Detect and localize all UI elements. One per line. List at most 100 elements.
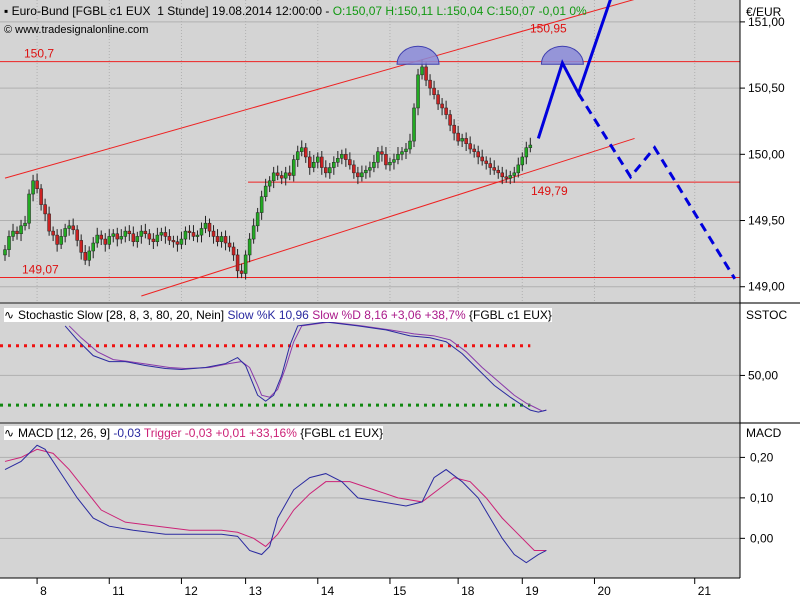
candle-body [279,175,284,179]
candle-body [171,240,176,243]
projection-solid [536,0,612,139]
candle-body [448,114,452,126]
level-label: 150,7 [24,47,54,61]
candle-body [67,225,71,229]
macd-panel: 0,20 0,10 0,00 MACD [0,424,800,578]
macd-label: MACD [12, 26, 9] [18,426,111,440]
candle-body [356,172,360,178]
candle-body [147,233,152,240]
price-projection [396,0,737,280]
macd-axis-ticks: 0,20 0,10 0,00 [740,450,774,545]
candle-body [400,151,404,155]
candle-body [3,249,7,256]
candle-body [235,254,240,272]
candle-body [392,159,396,163]
candle-body [223,236,228,244]
candle-body [135,236,140,242]
price-tick-label: 150,00 [748,147,785,161]
price-tick-label: 149,50 [748,214,785,228]
candle-body [304,147,308,158]
candle-body [516,164,521,174]
candle-body [328,167,332,174]
candle-body [416,74,420,109]
stochastic-d-label: Slow %D 8,16 +3,06 +38,7% [312,308,466,322]
instrument-label: Euro-Bund [FGBL c1 EUX 1 Stunde] 19.08.2… [11,4,323,18]
price-tick-label: 150,50 [748,81,785,95]
candle-body [320,156,324,168]
candle-body [404,148,408,152]
macd-line [4,444,547,564]
candle-body [508,175,513,179]
candle-body [19,225,23,235]
price-channel [4,0,635,297]
candle-body [380,151,384,155]
level-label: 149,79 [531,184,568,198]
candle-body [360,172,364,178]
candle-body [340,154,344,159]
stochastic-panel-background [0,304,740,422]
candle-body [316,156,320,163]
time-tick-label: 11 [112,584,125,598]
candle-body [167,236,172,241]
candle-body [424,66,428,81]
price-axis-unit: €/EUR [746,5,782,19]
candle-body [79,240,83,253]
stochastic-lines [64,321,547,413]
candle-body [71,225,75,231]
candle-body [468,143,472,150]
price-tick-label: 151,00 [748,15,785,29]
candle-body [283,172,288,179]
candle-body [344,154,348,160]
candle-body [500,172,504,178]
candle-body [368,167,372,171]
candle-body [243,254,248,274]
candle-body [187,230,192,233]
candle-body [420,66,424,76]
candle-body [263,185,268,197]
candle-body [444,107,448,115]
header-toggle-icon[interactable]: ▪ [4,4,12,18]
candle-body [271,172,276,182]
candle-body [111,233,116,237]
candle-body [336,158,340,163]
time-tick-label: 13 [249,584,263,598]
candle-body [291,159,296,176]
candle-body [39,188,43,205]
candle-body [131,233,136,242]
channel-line-upper [4,0,635,179]
candle-body [239,270,244,274]
candle-body [139,230,144,237]
indicator-icon[interactable]: ∿ [4,308,15,322]
price-tick-label: 149,00 [748,280,785,294]
macd-lines [4,444,547,564]
candle-body [408,140,412,150]
candle-body [376,151,380,163]
candle-body [472,148,476,152]
stochastic-panel: 50,00 SSTOC [0,304,800,422]
candle-body [247,238,252,256]
candle-body [87,250,91,261]
candle-body [460,138,464,142]
time-tick-label: 21 [698,584,712,598]
stochastic-tick-label: 50,00 [748,368,778,382]
candle-body [308,156,312,168]
candle-body [11,230,15,237]
time-axis: 8 11 12 13 14 15 18 19 20 21 [0,577,800,600]
candle-body [480,156,484,162]
candle-body [207,222,212,232]
projection-annotation: 150,95 [530,22,567,36]
indicator-icon[interactable]: ∿ [4,426,15,440]
candle-body [348,159,352,166]
candle-body [183,230,188,240]
candle-body [151,238,156,242]
macd-tick-label: 0,10 [750,491,774,505]
candle-body [43,204,47,215]
candle-body [488,163,492,168]
candle-body [75,229,79,241]
candle-body [23,222,27,227]
candle-body [436,94,440,105]
time-tick-label: 8 [40,584,47,598]
stochastic-axis-label: SSTOC [746,308,787,322]
ohlc-values: O:150,07 H:150,11 L:150,04 [332,4,484,18]
candle-body [83,252,87,261]
